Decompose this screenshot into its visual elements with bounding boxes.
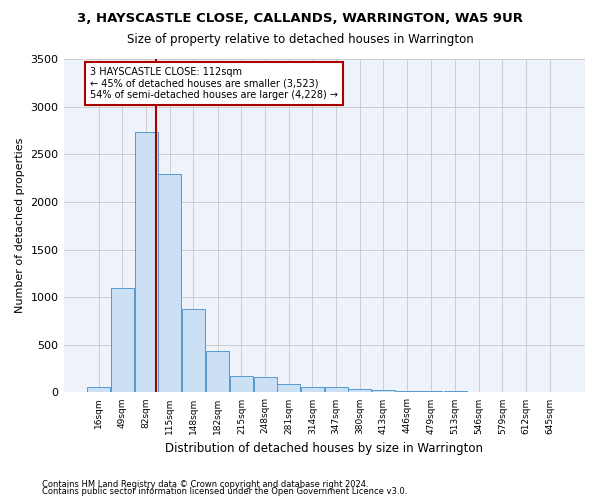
Bar [395, 390, 419, 392]
Bar [372, 390, 395, 392]
X-axis label: Distribution of detached houses by size in Warrington: Distribution of detached houses by size … [165, 442, 483, 455]
Bar [87, 387, 110, 392]
Bar [158, 174, 181, 392]
Bar [111, 288, 134, 393]
Text: 3, HAYSCASTLE CLOSE, CALLANDS, WARRINGTON, WA5 9UR: 3, HAYSCASTLE CLOSE, CALLANDS, WARRINGTO… [77, 12, 523, 26]
Bar [206, 352, 229, 393]
Text: Contains public sector information licensed under the Open Government Licence v3: Contains public sector information licen… [42, 487, 407, 496]
Bar [134, 132, 158, 392]
Text: Contains HM Land Registry data © Crown copyright and database right 2024.: Contains HM Land Registry data © Crown c… [42, 480, 368, 489]
Text: Size of property relative to detached houses in Warrington: Size of property relative to detached ho… [127, 32, 473, 46]
Bar [230, 376, 253, 392]
Bar [277, 384, 300, 392]
Bar [182, 308, 205, 392]
Text: 3 HAYSCASTLE CLOSE: 112sqm
← 45% of detached houses are smaller (3,523)
54% of s: 3 HAYSCASTLE CLOSE: 112sqm ← 45% of deta… [90, 66, 338, 100]
Bar [325, 387, 347, 392]
Bar [419, 391, 442, 392]
Bar [348, 389, 371, 392]
Bar [254, 377, 277, 392]
Bar [301, 386, 324, 392]
Y-axis label: Number of detached properties: Number of detached properties [15, 138, 25, 314]
